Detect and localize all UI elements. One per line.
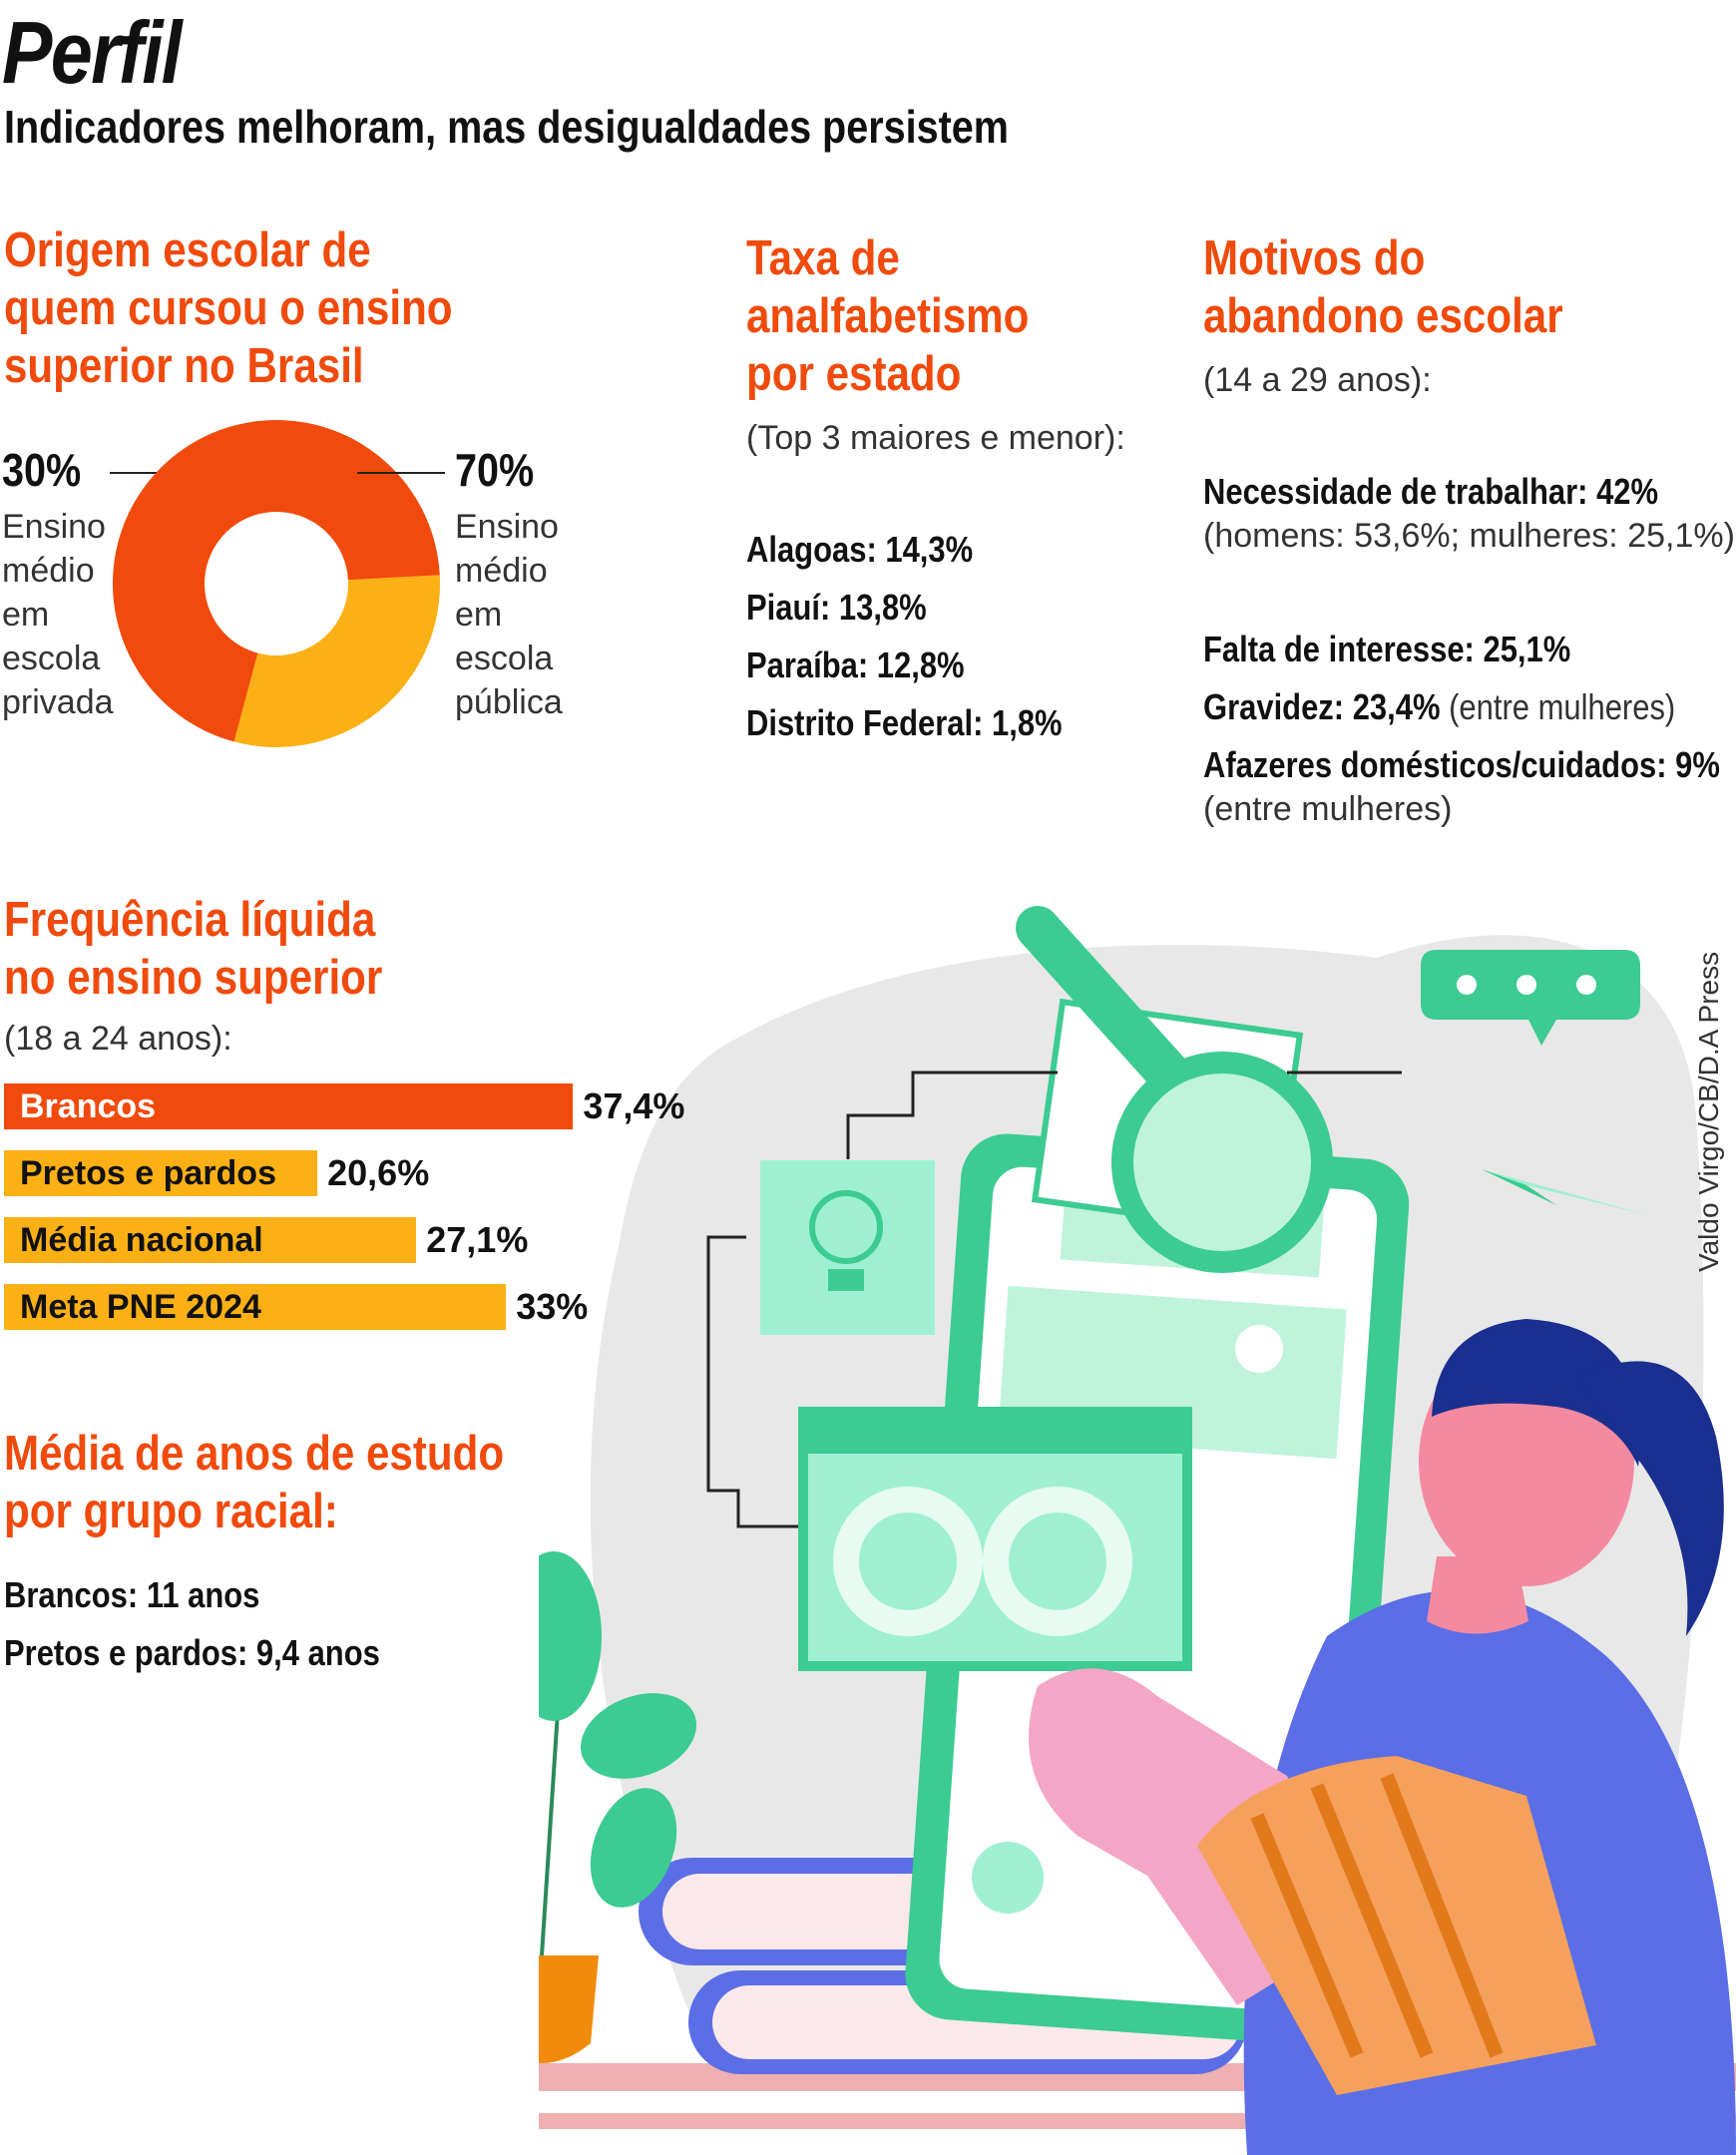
analfabetismo-item: Distrito Federal: 1,8% [746,702,1063,743]
public-leader-line [357,472,445,474]
motivo-detail: (homens: 53,6%; mulheres: 25,1%) [1203,517,1735,555]
frequencia-bar-chart: Brancos 37,4% Pretos e pardos 20,6% Média na… [4,1083,722,1343]
origem-title: Origem escolar de quem cursou o ensino s… [4,223,453,393]
media-anos-item: Brancos: 11 anos [4,1574,260,1615]
bar-2: Pretos e pardos [4,1150,318,1196]
motivo-item: Necessidade de trabalhar: 42% [1203,471,1659,512]
analfabetismo-note: (Top 3 maiores e menor): [746,419,1125,457]
bar-label: Pretos e pardos [20,1154,276,1192]
bar-4: Meta PNE 2024 [4,1284,507,1330]
private-pct: 30% [2,444,82,496]
donut-slice-public [112,420,440,742]
bar-value-label: 33% [516,1286,589,1327]
motivos-note: (14 a 29 anos): [1203,361,1432,399]
media-anos-item: Pretos e pardos: 9,4 anos [4,1632,380,1673]
frequencia-title: Frequência líquida no ensino superior [4,893,383,1005]
analfabetismo-item: Alagoas: 14,3% [746,529,974,570]
private-leader-line [110,472,196,474]
donut-slice-private [233,575,440,747]
motivo-detail: (entre mulheres) [1203,790,1453,828]
page-title: Perfil [2,3,183,102]
page-subtitle: Indicadores melhoram, mas desigualdades … [4,101,1009,153]
bar-1: Brancos [4,1083,574,1129]
media-anos-title: Média de anos de estudo por grupo racial… [4,1427,505,1538]
origem-donut-chart [112,420,440,747]
motivo-item: Gravidez: 23,4% (entre mulheres) [1203,686,1676,727]
bar-value-label: 20,6% [327,1152,430,1193]
bar-value-label: 27,1% [426,1219,529,1260]
bar-3: Média nacional [4,1217,417,1263]
motivos-title: Motivos do abandono escolar [1203,231,1563,343]
public-label: Ensino médio em escola pública [455,508,563,721]
private-label: Ensino médio em escola privada [2,508,114,721]
motivo-item: Falta de interesse: 25,1% [1203,629,1571,669]
bar-label: Brancos [20,1087,157,1125]
analfabetismo-item: Piauí: 13,8% [746,587,927,628]
frequencia-note: (18 a 24 anos): [4,1020,232,1058]
bar-label: Média nacional [20,1221,263,1259]
bar-label: Meta PNE 2024 [20,1288,261,1326]
analfabetismo-title: Taxa de analfabetismo por estado [746,231,1030,401]
analfabetismo-item: Paraíba: 12,8% [746,645,965,685]
public-pct: 70% [455,444,535,496]
student-illustration [539,906,1736,2155]
image-credit: Valdo Virgo/CB/D.A Press [1693,951,1724,1272]
motivo-item: Afazeres domésticos/cuidados: 9% [1203,744,1720,785]
bar-value-label: 37,4% [583,1085,685,1126]
